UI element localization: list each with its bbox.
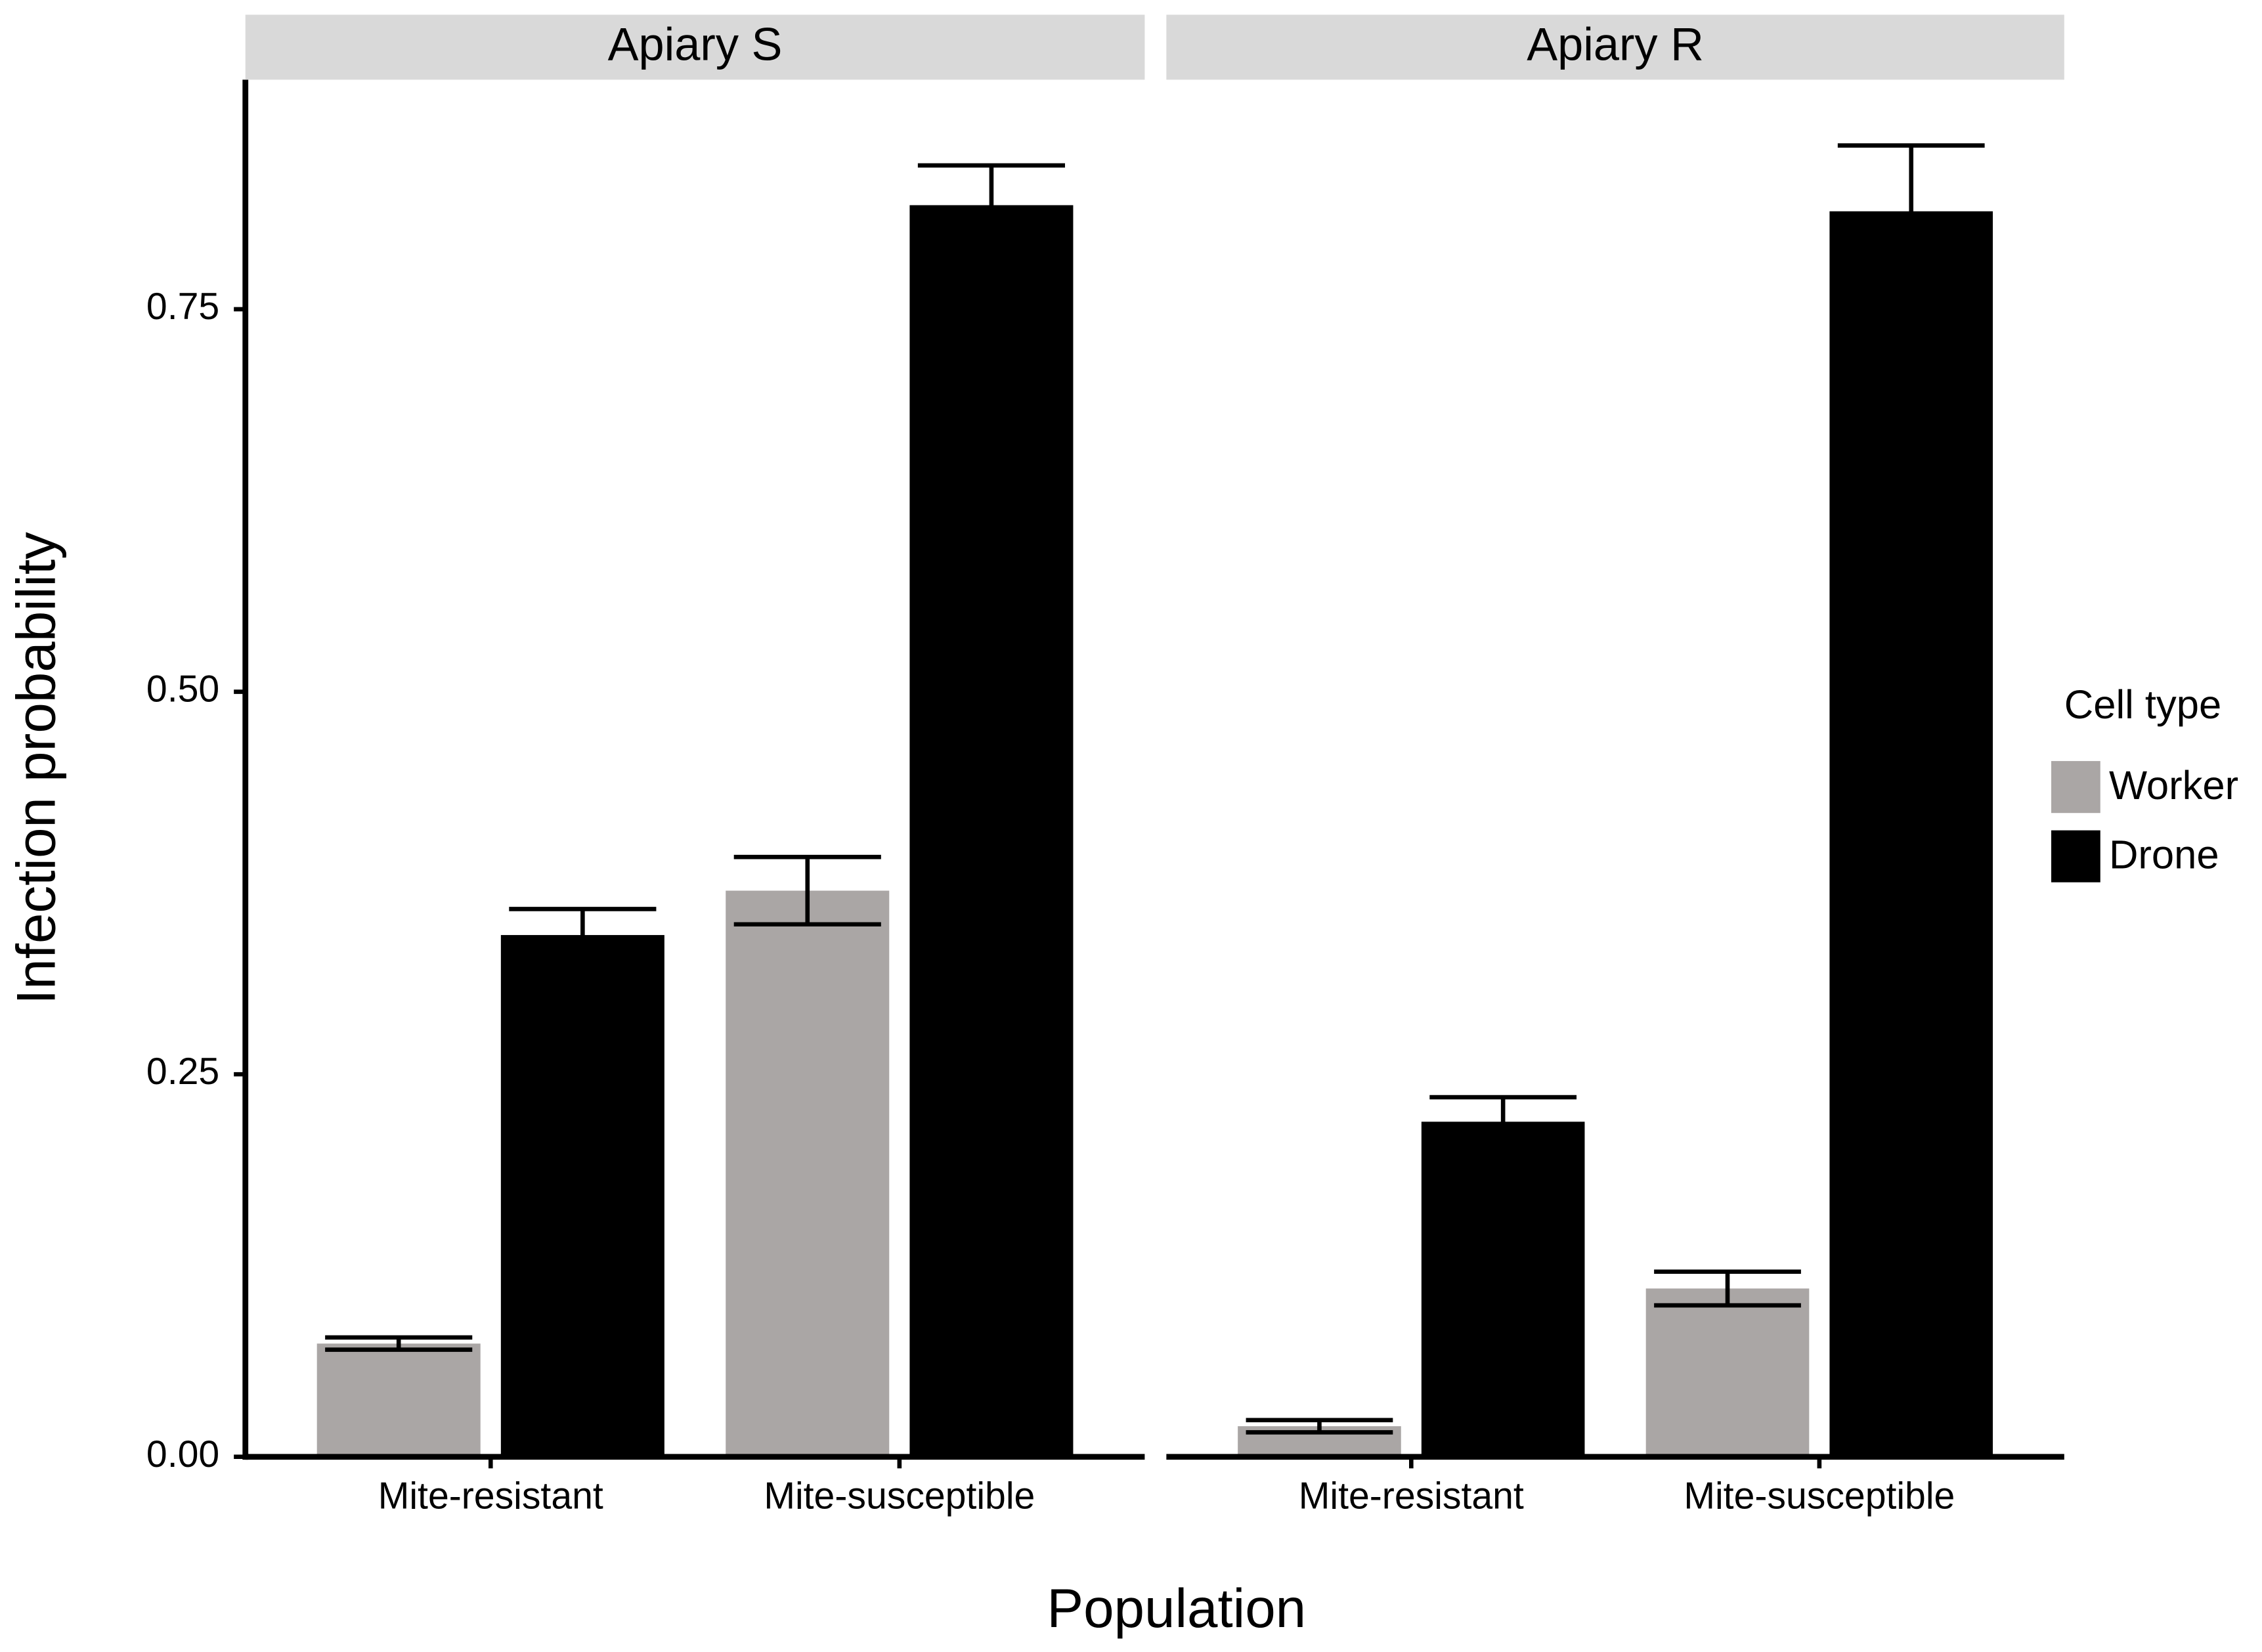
error-bar xyxy=(1429,1095,1577,1148)
error-bar xyxy=(1246,1418,1393,1435)
error-bar xyxy=(325,1335,473,1352)
x-tick-label: Mite-resistant xyxy=(1299,1475,1524,1517)
bar xyxy=(1421,1121,1585,1457)
facet-title: Apiary S xyxy=(608,18,783,70)
error-bar xyxy=(509,907,657,963)
y-tick-label: 0.50 xyxy=(146,668,219,710)
y-tick-label: 0.25 xyxy=(146,1051,219,1093)
bar xyxy=(316,1343,481,1457)
legend-label: Drone xyxy=(2109,833,2219,878)
x-tick-label: Mite-susceptible xyxy=(1684,1475,1955,1517)
legend-key xyxy=(2051,830,2100,882)
x-tick-label: Mite-susceptible xyxy=(764,1475,1035,1517)
bar xyxy=(1829,211,1993,1457)
bar xyxy=(1645,1288,1810,1457)
legend-label: Worker xyxy=(2109,763,2238,808)
error-bar xyxy=(1654,1269,1801,1308)
strip xyxy=(245,14,1145,80)
y-tick-label: 0.00 xyxy=(146,1433,219,1475)
legend-key xyxy=(2051,761,2100,814)
y-tick-label: 0.75 xyxy=(146,286,219,328)
y-axis-title: Infection probability xyxy=(5,532,67,1005)
bar xyxy=(726,890,890,1457)
legend-title: Cell type xyxy=(2064,682,2221,728)
error-bar xyxy=(1837,143,1985,280)
strip xyxy=(1166,14,2064,80)
error-bar xyxy=(733,854,881,927)
bar xyxy=(909,205,1074,1457)
facet-title: Apiary R xyxy=(1527,18,1704,70)
x-axis-title: Population xyxy=(1047,1577,1306,1639)
bar xyxy=(500,935,664,1457)
x-tick-label: Mite-resistant xyxy=(378,1475,603,1517)
error-bar xyxy=(917,163,1065,248)
